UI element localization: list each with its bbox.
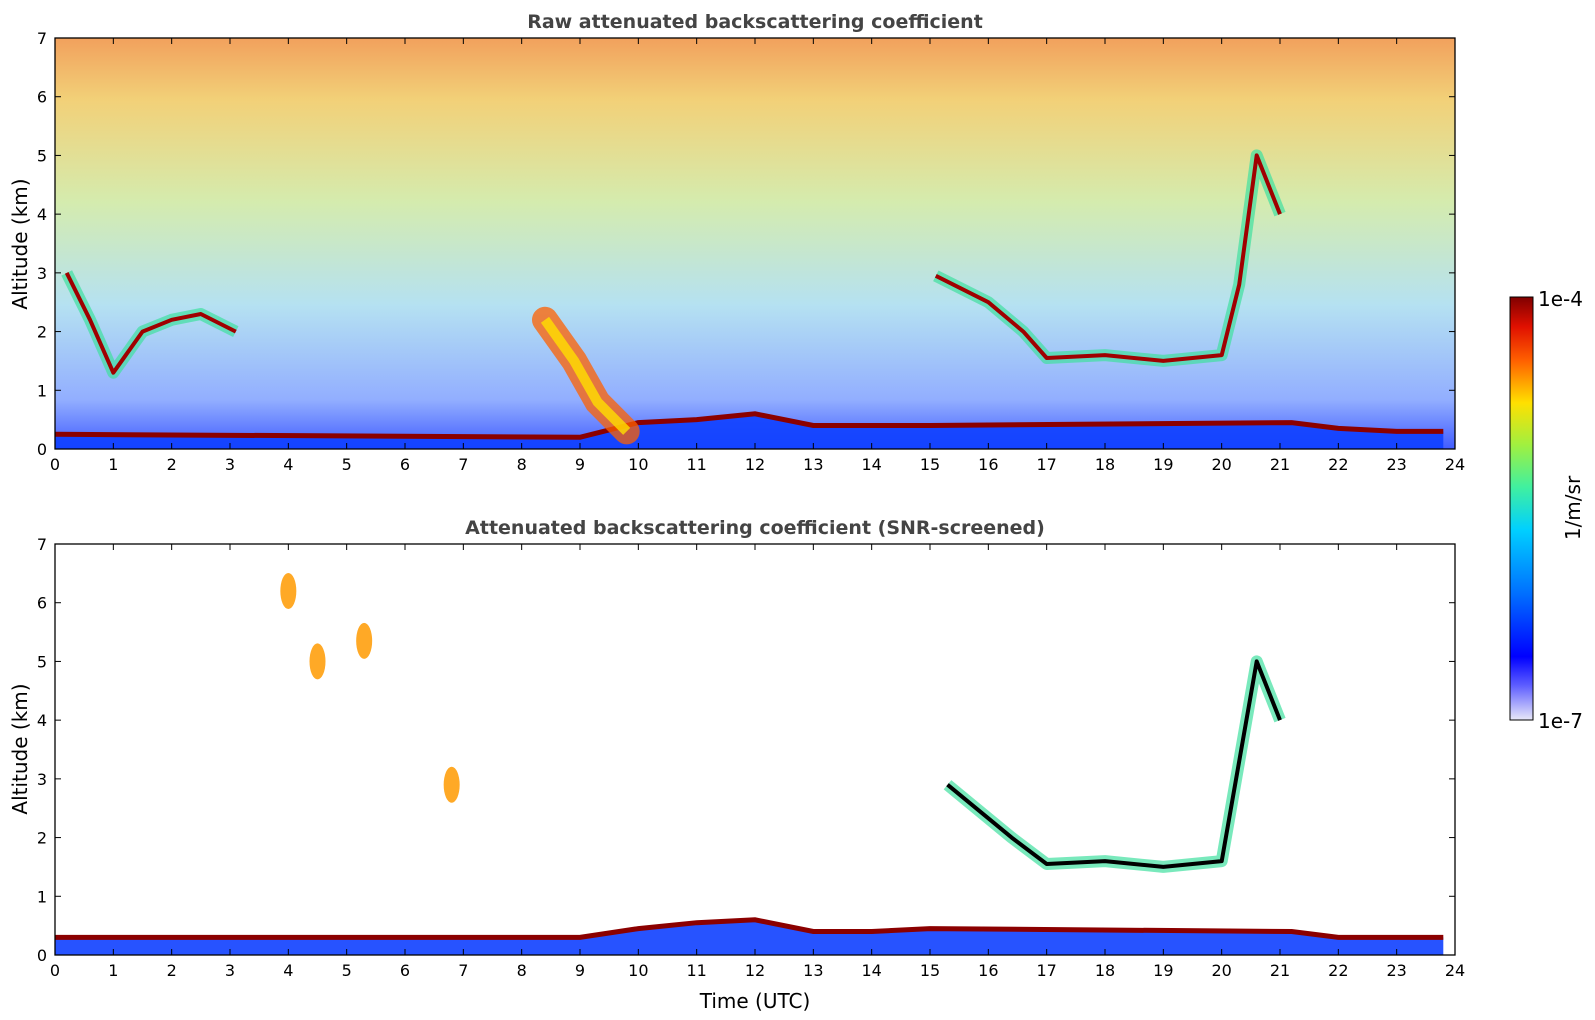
x-tick-label: 0 bbox=[50, 455, 60, 474]
x-tick-label: 3 bbox=[225, 455, 235, 474]
aerosol-patch bbox=[280, 572, 297, 609]
x-tick-label: 8 bbox=[517, 455, 527, 474]
x-tick-label: 2 bbox=[167, 961, 177, 980]
x-tick-label: 21 bbox=[1270, 455, 1290, 474]
colorbar-max-label: 1e-4 bbox=[1538, 287, 1583, 311]
panel-screened: Attenuated backscattering coefficient (S… bbox=[8, 517, 1465, 1013]
y-tick-label: 1 bbox=[37, 887, 47, 906]
x-tick-label: 24 bbox=[1445, 455, 1465, 474]
x-tick-label: 23 bbox=[1386, 961, 1406, 980]
x-tick-label: 12 bbox=[745, 961, 765, 980]
cloud-band-afternoon bbox=[934, 153, 1282, 363]
colorbar-min-label: 1e-7 bbox=[1538, 709, 1583, 733]
x-tick-label: 0 bbox=[50, 961, 60, 980]
colorbar-gradient bbox=[1509, 296, 1534, 721]
y-tick-label: 0 bbox=[37, 946, 47, 965]
y-tick-label: 0 bbox=[37, 440, 47, 459]
x-tick-label: 11 bbox=[686, 455, 706, 474]
y-tick-label: 6 bbox=[37, 88, 47, 107]
y-tick-label: 3 bbox=[37, 264, 47, 283]
x-tick-label: 8 bbox=[517, 961, 527, 980]
aerosol-patch bbox=[443, 766, 460, 803]
colorbar-unit-label: 1/m/sr bbox=[1561, 475, 1585, 540]
x-tick-label: 3 bbox=[225, 961, 235, 980]
x-tick-label: 7 bbox=[458, 455, 468, 474]
x-tick-label: 16 bbox=[978, 455, 998, 474]
y-tick-label: 7 bbox=[37, 29, 47, 48]
y-tick-label: 7 bbox=[37, 535, 47, 554]
aerosol-patch bbox=[356, 622, 373, 659]
colorbar: 1e-4 1e-7 1/m/sr bbox=[1509, 287, 1585, 733]
cloud-band-afternoon bbox=[946, 659, 1282, 869]
x-tick-label: 9 bbox=[575, 961, 585, 980]
x-tick-label: 20 bbox=[1211, 455, 1231, 474]
boundary-layer-top bbox=[55, 917, 1444, 940]
y-tick-label: 4 bbox=[37, 205, 47, 224]
x-tick-label: 4 bbox=[283, 455, 293, 474]
x-tick-label: 12 bbox=[745, 455, 765, 474]
x-tick-label: 7 bbox=[458, 961, 468, 980]
y-tick-label: 2 bbox=[37, 829, 47, 848]
x-tick-label: 18 bbox=[1095, 455, 1115, 474]
x-tick-label: 15 bbox=[920, 455, 940, 474]
x-tick-label: 5 bbox=[342, 961, 352, 980]
y-axis-label: Altitude (km) bbox=[8, 683, 32, 814]
plot-background bbox=[55, 544, 1455, 955]
x-tick-label: 19 bbox=[1153, 455, 1173, 474]
y-tick-label: 5 bbox=[37, 146, 47, 165]
y-tick-label: 2 bbox=[37, 323, 47, 342]
chart-title: Attenuated backscattering coefficient (S… bbox=[465, 517, 1045, 539]
x-tick-label: 5 bbox=[342, 455, 352, 474]
y-tick-label: 4 bbox=[37, 711, 47, 730]
x-tick-label: 6 bbox=[400, 455, 410, 474]
x-tick-label: 2 bbox=[167, 455, 177, 474]
x-tick-label: 22 bbox=[1328, 455, 1348, 474]
y-tick-label: 3 bbox=[37, 770, 47, 789]
x-tick-label: 21 bbox=[1270, 961, 1290, 980]
x-tick-label: 22 bbox=[1328, 961, 1348, 980]
low-cloud-morning bbox=[64, 272, 237, 375]
boundary-layer-fill bbox=[55, 919, 1444, 955]
x-tick-label: 1 bbox=[108, 455, 118, 474]
noise-background bbox=[55, 38, 1455, 449]
x-tick-label: 10 bbox=[628, 961, 648, 980]
x-axis-label: Time (UTC) bbox=[699, 989, 811, 1013]
x-tick-label: 11 bbox=[686, 961, 706, 980]
y-tick-label: 1 bbox=[37, 381, 47, 400]
x-tick-label: 19 bbox=[1153, 961, 1173, 980]
x-tick-label: 15 bbox=[920, 961, 940, 980]
y-tick-label: 5 bbox=[37, 652, 47, 671]
x-tick-label: 9 bbox=[575, 455, 585, 474]
x-tick-label: 17 bbox=[1036, 961, 1056, 980]
x-tick-label: 17 bbox=[1036, 455, 1056, 474]
x-tick-label: 4 bbox=[283, 961, 293, 980]
x-tick-label: 16 bbox=[978, 961, 998, 980]
x-tick-label: 18 bbox=[1095, 961, 1115, 980]
x-tick-label: 1 bbox=[108, 961, 118, 980]
aerosol-plume-core bbox=[540, 316, 631, 435]
x-tick-label: 24 bbox=[1445, 961, 1465, 980]
x-tick-label: 20 bbox=[1211, 961, 1231, 980]
panel-raw: Raw attenuated backscattering coefficien… bbox=[8, 11, 1465, 474]
x-tick-label: 23 bbox=[1386, 455, 1406, 474]
x-tick-label: 13 bbox=[803, 961, 823, 980]
y-axis-label: Altitude (km) bbox=[8, 178, 32, 309]
x-tick-label: 6 bbox=[400, 961, 410, 980]
x-tick-label: 10 bbox=[628, 455, 648, 474]
x-tick-label: 14 bbox=[861, 455, 881, 474]
x-tick-label: 13 bbox=[803, 455, 823, 474]
x-tick-label: 14 bbox=[861, 961, 881, 980]
boundary-layer-fill bbox=[55, 413, 1444, 449]
y-tick-label: 6 bbox=[37, 594, 47, 613]
chart-title: Raw attenuated backscattering coefficien… bbox=[527, 11, 983, 33]
aerosol-patch bbox=[309, 643, 326, 680]
